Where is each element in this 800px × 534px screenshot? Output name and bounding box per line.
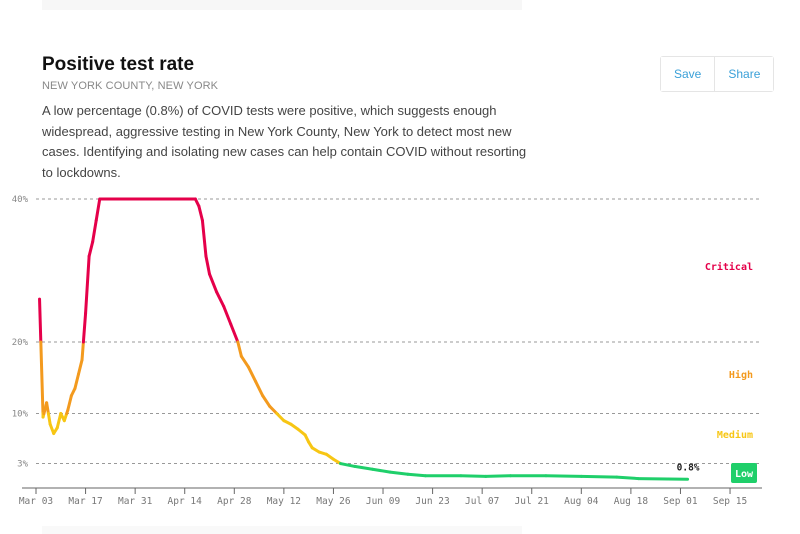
zone-label-critical: Critical [705,261,753,273]
next-card-edge [42,526,522,534]
line-segment [246,365,258,383]
x-tick-label: Jul 07 [465,496,499,507]
line-segment [73,372,80,390]
description: A low percentage (0.8%) of COVID tests w… [42,103,527,180]
line-segment [544,474,583,478]
previous-card-edge [42,0,522,10]
line-segment [81,311,88,344]
line-segment [579,474,619,479]
line-segment [239,354,250,369]
y-tick-label: 3% [17,460,28,470]
zone-label-medium: Medium [717,429,753,441]
line-segment [254,379,265,398]
line-segment [388,470,410,476]
line-segment [268,404,279,415]
share-button[interactable]: Share [714,57,774,91]
line-segment [353,464,374,471]
x-tick-label: Jun 09 [366,496,401,507]
line-segment [80,340,85,362]
last-value-label: 0.8% [677,462,700,473]
x-tick-label: Mar 17 [68,496,102,507]
line-segment [45,401,50,415]
line-segment [615,475,640,481]
line-segment [38,297,43,344]
line-segment [208,272,219,294]
x-tick-label: Mar 03 [19,496,53,507]
x-tick-label: May 26 [316,496,351,507]
line-segment [87,240,95,258]
line-segment [339,462,357,468]
line-segment [370,467,392,474]
line-segment [55,412,63,430]
line-segment [484,474,512,478]
line-segment [46,412,52,426]
line-segment [204,254,212,276]
x-tick-label: Mar 31 [118,496,153,507]
location-subtitle: NEW YORK COUNTY, NEW YORK [42,80,219,92]
x-tick-label: Apr 28 [217,496,252,507]
x-tick-label: Jul 21 [515,496,550,507]
line-segment [66,394,73,412]
line-segment [222,304,233,326]
line-segment [236,340,243,358]
x-tick-label: Sep 01 [663,496,698,507]
line-segment [39,340,45,415]
line-segment [76,358,84,376]
y-tick-label: 20% [12,338,29,348]
line-segment [636,477,690,481]
action-buttons: Save Share [660,56,775,92]
x-tick-label: Jun 23 [415,496,449,507]
y-tick-label: 40% [12,195,29,205]
line-segment [215,290,226,308]
zone-label-high: High [729,369,753,381]
page-title: Positive test rate [42,54,195,75]
x-tick-label: Apr 14 [168,496,203,507]
line-segment [200,218,208,258]
line-segment [94,197,102,222]
line-segment [275,412,286,423]
line-segment [197,204,204,222]
low-badge [731,463,757,483]
x-tick-label: Aug 04 [564,496,599,507]
line-segment [84,254,91,315]
y-tick-label: 10% [12,410,29,420]
line-segment [296,427,307,437]
save-button[interactable]: Save [661,57,715,91]
x-tick-label: Aug 18 [614,496,649,507]
line-segment [406,472,428,478]
line-segment [261,394,272,408]
x-tick-label: May 12 [267,496,301,507]
line-segment [91,218,98,244]
zone-label-low: Low [735,469,754,480]
x-tick-label: Sep 15 [713,496,747,507]
line-segment [459,474,488,478]
line-segment [229,322,240,344]
